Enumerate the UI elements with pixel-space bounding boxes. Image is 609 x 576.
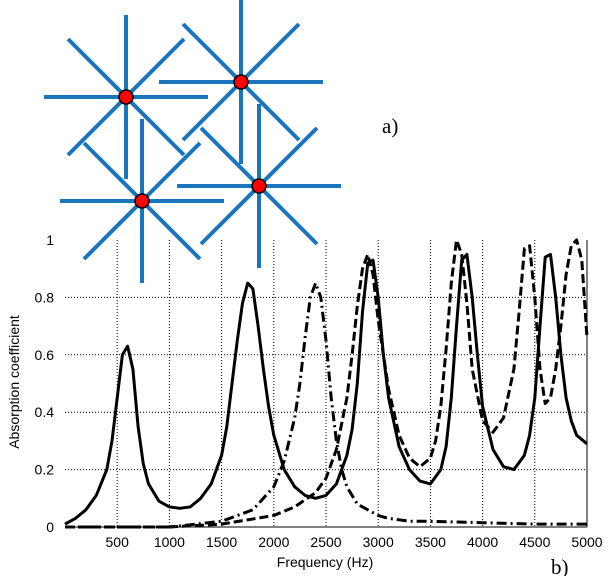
x-tick-label-8: 4500: [519, 534, 550, 550]
x-tick-label-0: 500: [106, 534, 130, 550]
x-tick-label-9: 5000: [571, 534, 602, 550]
lattice-star-0: [44, 15, 208, 179]
series-lines: [64, 238, 589, 529]
series-line-2: [65, 281, 587, 529]
y-tick-labels: 0 0.2 0.4 0.6 0.8 1: [35, 232, 55, 535]
x-tick-label-6: 3500: [415, 534, 446, 550]
y-tick-label-4: 0.8: [35, 289, 55, 305]
x-tick-label-5: 3000: [363, 534, 394, 550]
x-tick-labels: 500 1000 1500 2000 2500 3000 3500 4000 4500 5000: [106, 534, 603, 550]
grid-lines: [65, 240, 588, 528]
lattice-node-0: [118, 89, 134, 105]
y-tick-label-1: 0.2: [35, 462, 55, 478]
y-tick-label-5: 1: [46, 232, 54, 248]
y-tick-label-0: 0: [46, 519, 54, 535]
x-tick-label-3: 2000: [258, 534, 289, 550]
panel-b-label: b): [551, 555, 569, 576]
panel-a-label: a): [382, 114, 398, 138]
x-tick-label-4: 2500: [310, 534, 341, 550]
lattice-star-3: [177, 104, 341, 268]
lattice-star-2: [60, 119, 224, 283]
lattice-star-1: [159, 0, 323, 164]
y-tick-label-2: 0.4: [35, 404, 55, 420]
x-tick-label-2: 1500: [206, 534, 237, 550]
x-axis-label: Frequency (Hz): [277, 554, 373, 570]
x-tick-label-1: 1000: [154, 534, 185, 550]
series-line-0: [64, 252, 588, 526]
absorption-chart: 0 0.2 0.4 0.6 0.8 1 500 1000 1500 2000 2500 3000 35…: [6, 232, 603, 570]
lattice-diagram: [44, 0, 341, 283]
x-tick-label-7: 4000: [467, 534, 498, 550]
y-axis-label: Absorption coefficient: [6, 315, 22, 449]
y-tick-label-3: 0.6: [35, 347, 55, 363]
lattice-node-3: [251, 178, 267, 194]
lattice-node-1: [233, 74, 249, 90]
lattice-node-2: [134, 193, 150, 209]
series-line-1: [65, 238, 589, 529]
